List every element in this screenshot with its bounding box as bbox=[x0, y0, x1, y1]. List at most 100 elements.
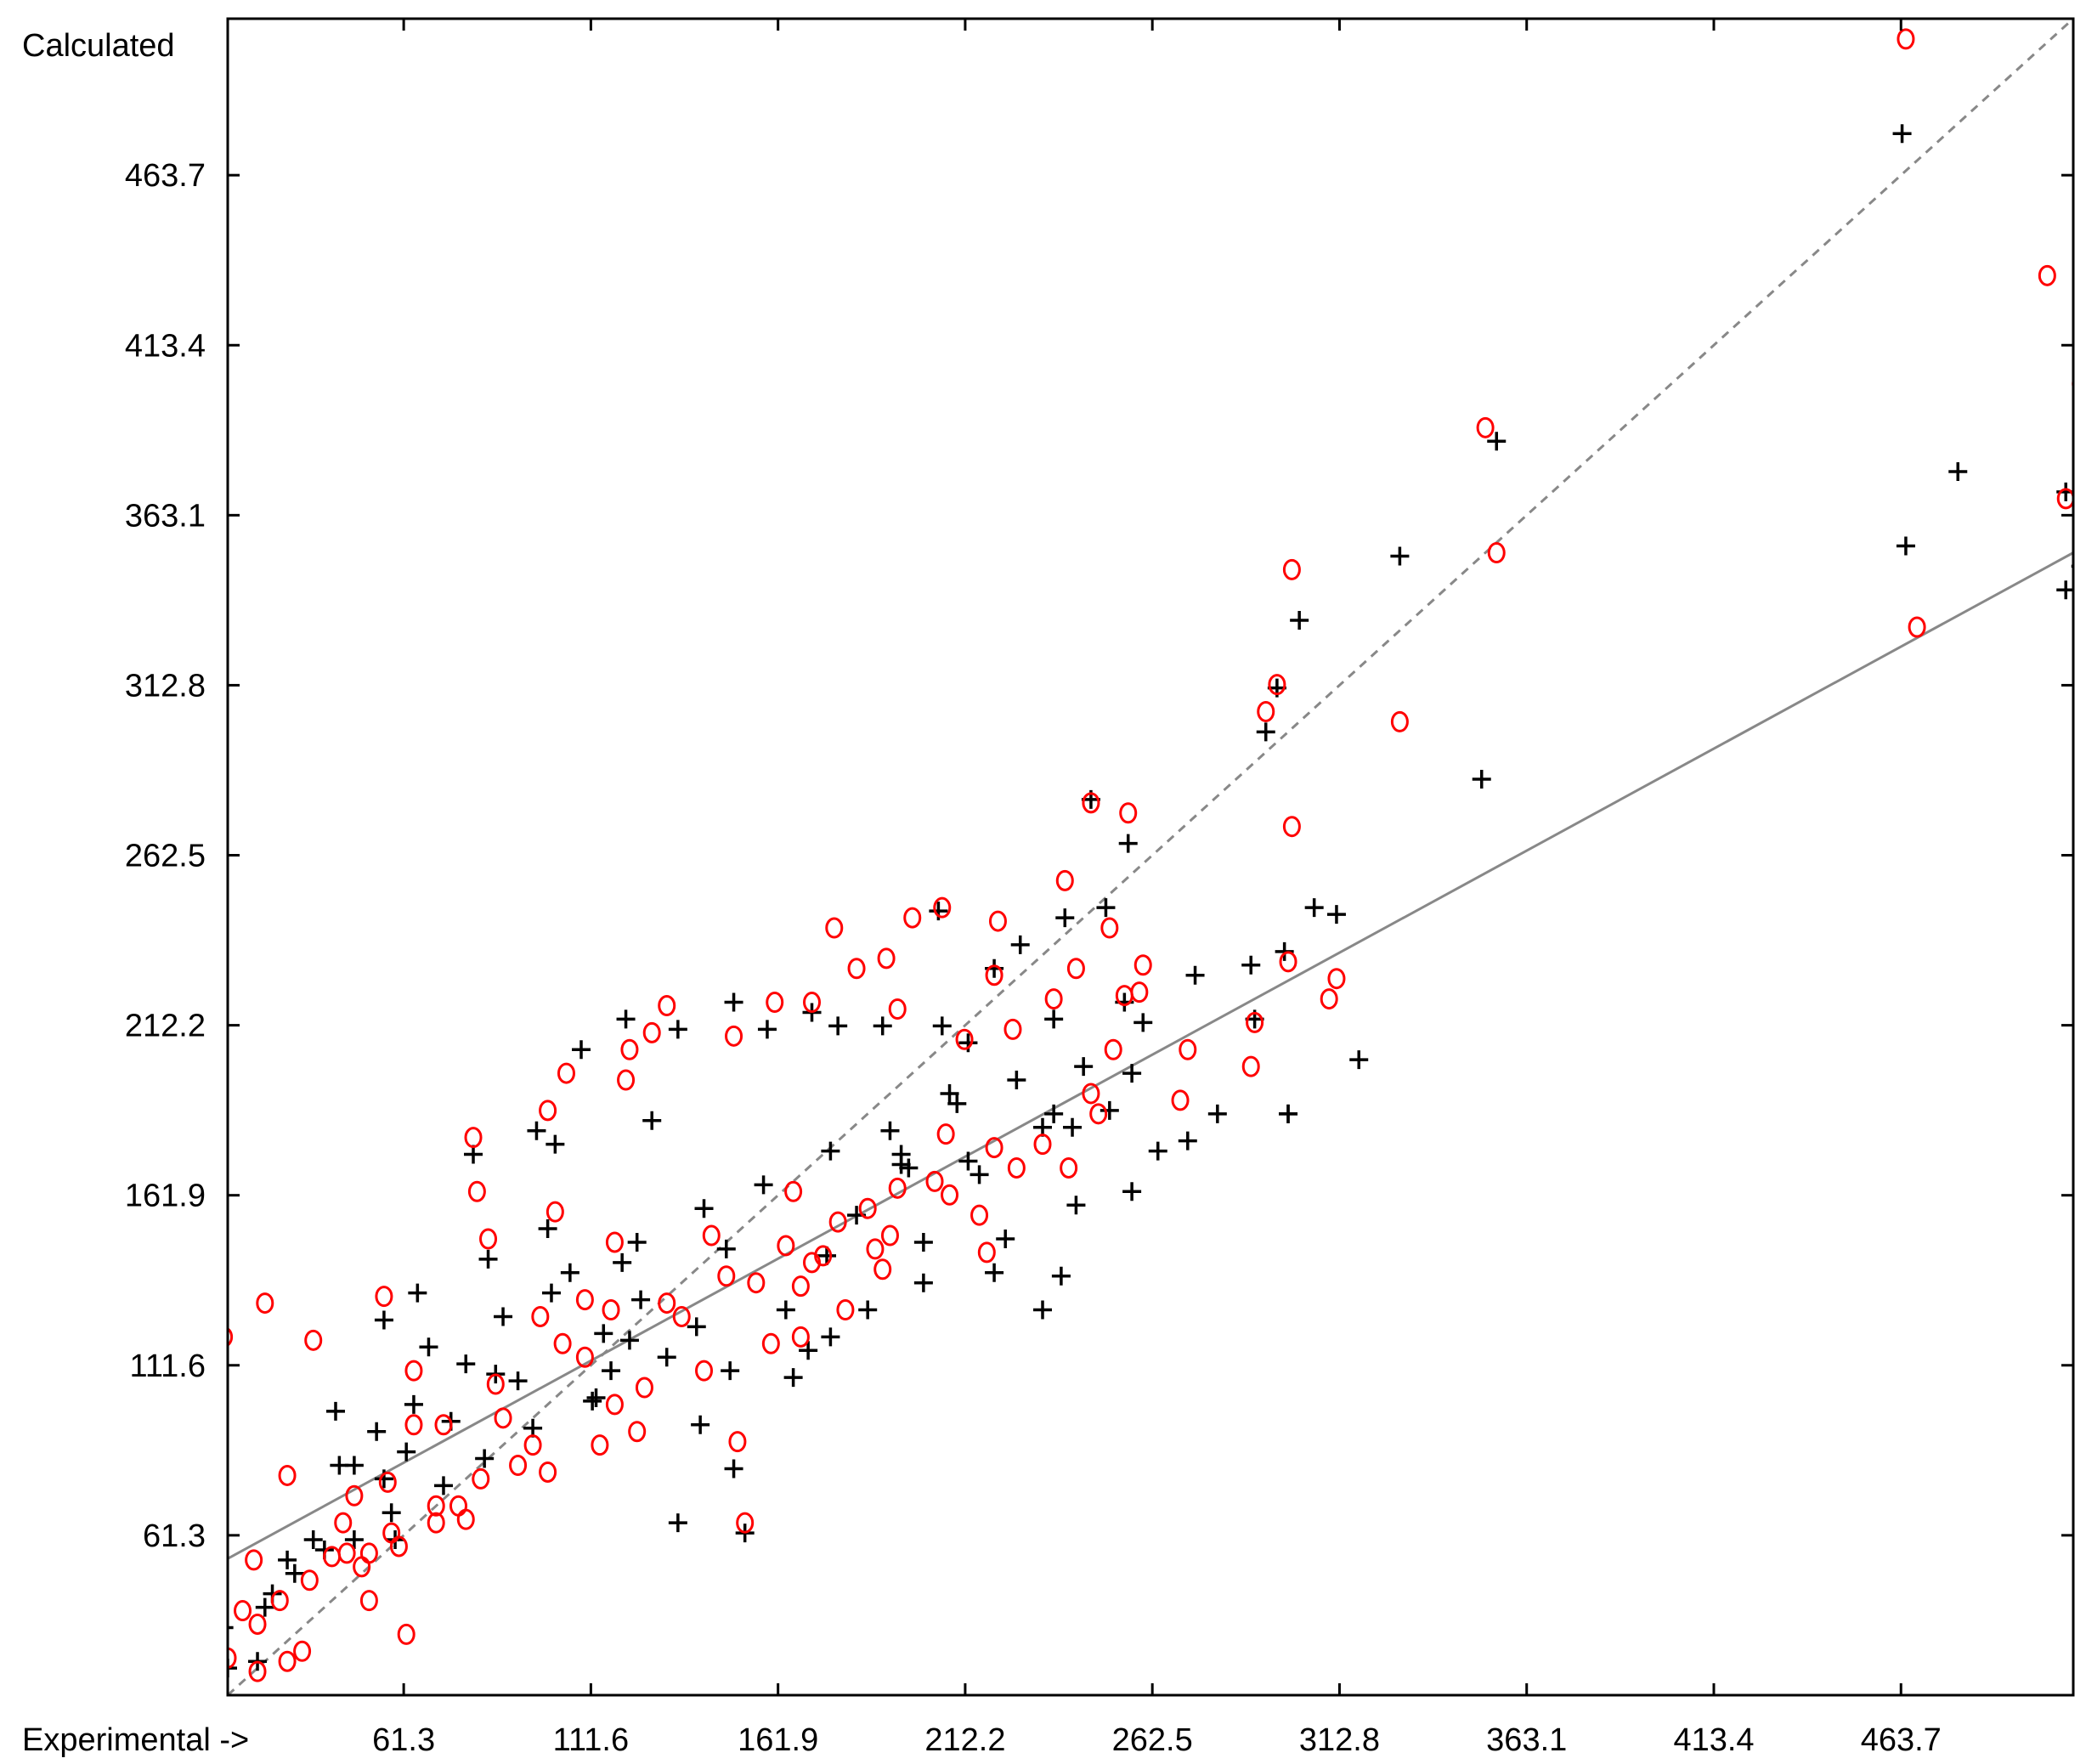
plus-point bbox=[419, 1337, 438, 1357]
plus-point bbox=[508, 1371, 528, 1391]
plus-point bbox=[1044, 1104, 1064, 1123]
circle-point bbox=[1060, 1156, 1078, 1179]
circle-point bbox=[925, 1170, 944, 1192]
plus-point bbox=[996, 1229, 1015, 1248]
plus-point bbox=[1007, 1071, 1026, 1090]
y-tick-label: 413.4 bbox=[125, 328, 206, 364]
y-tick-label: 61.3 bbox=[143, 1518, 206, 1554]
circle-point bbox=[270, 1590, 289, 1612]
plus-point bbox=[475, 1449, 495, 1468]
circle-point bbox=[761, 1332, 780, 1354]
x-axis-title: Experimental -> bbox=[22, 1722, 249, 1758]
plus-point bbox=[668, 1513, 687, 1533]
circle-point bbox=[479, 1228, 498, 1250]
circle-point bbox=[888, 998, 907, 1021]
circle-point bbox=[988, 910, 1007, 932]
circle-point bbox=[941, 1184, 959, 1206]
plus-point bbox=[947, 1094, 967, 1113]
circle-point bbox=[427, 1512, 445, 1534]
circle-point bbox=[814, 1245, 833, 1267]
plus-point bbox=[687, 1317, 706, 1337]
plus-point bbox=[303, 1530, 323, 1550]
circle-point bbox=[456, 1508, 475, 1530]
circle-point bbox=[234, 1600, 252, 1622]
plus-point bbox=[668, 1020, 687, 1039]
plus-point bbox=[776, 1300, 795, 1320]
plus-point bbox=[1326, 905, 1346, 924]
plus-point bbox=[478, 1249, 498, 1269]
circle-point bbox=[1179, 1038, 1197, 1060]
x-tick-label: 262.5 bbox=[1112, 1722, 1193, 1758]
plot-frame bbox=[226, 17, 2075, 1697]
plus-point bbox=[1892, 124, 1912, 144]
plus-point bbox=[1051, 1266, 1071, 1286]
circle-point bbox=[672, 1305, 691, 1327]
circle-point bbox=[546, 1201, 564, 1223]
circle-point bbox=[1476, 416, 1495, 438]
plus-point bbox=[228, 1625, 234, 1630]
circle-point bbox=[888, 1177, 907, 1199]
plus-point bbox=[255, 1597, 274, 1617]
circle-point bbox=[557, 1062, 575, 1084]
circle-point bbox=[404, 1360, 423, 1382]
circle-point bbox=[628, 1421, 647, 1443]
plus-point bbox=[1185, 965, 1205, 985]
circle-point bbox=[1119, 802, 1138, 824]
circle-point bbox=[836, 1299, 855, 1321]
plus-point bbox=[627, 1232, 647, 1252]
plus-point bbox=[616, 1009, 636, 1029]
plus-point bbox=[1063, 1117, 1083, 1137]
plus-point bbox=[913, 1273, 933, 1292]
plus-point bbox=[456, 1354, 476, 1374]
plus-point bbox=[932, 1016, 952, 1036]
y-axis-title: Calculated bbox=[22, 28, 175, 64]
circle-point bbox=[1246, 1011, 1264, 1033]
circle-point bbox=[1003, 1018, 1022, 1040]
plus-point bbox=[1096, 898, 1116, 918]
y-tick-label: 463.7 bbox=[125, 158, 206, 194]
plus-point bbox=[404, 1394, 423, 1414]
circle-point bbox=[728, 1431, 747, 1453]
plus-point bbox=[1055, 908, 1075, 928]
plus-point bbox=[330, 1456, 349, 1475]
plus-point bbox=[754, 1175, 773, 1195]
circle-point bbox=[575, 1289, 594, 1311]
circle-point bbox=[1082, 792, 1100, 814]
circle-point bbox=[1033, 1134, 1052, 1156]
plus-point bbox=[821, 1327, 840, 1347]
circle-point bbox=[1241, 1055, 1260, 1077]
circle-point bbox=[278, 1650, 297, 1672]
circle-point bbox=[1320, 988, 1338, 1010]
series-circle-markers bbox=[228, 28, 2073, 1682]
plus-point bbox=[1207, 1104, 1227, 1123]
circle-point bbox=[858, 1197, 877, 1219]
plus-point bbox=[464, 1145, 483, 1164]
plus-point bbox=[873, 1016, 892, 1036]
circle-point bbox=[486, 1373, 505, 1395]
circle-point bbox=[337, 1542, 356, 1564]
plus-point bbox=[985, 1263, 1004, 1282]
plus-point bbox=[691, 1415, 710, 1434]
plus-point bbox=[382, 1503, 401, 1523]
circle-point bbox=[658, 995, 676, 1017]
circle-point bbox=[300, 1569, 319, 1592]
circle-point bbox=[228, 1326, 234, 1347]
plus-point bbox=[613, 1252, 632, 1272]
circle-point bbox=[1115, 985, 1133, 1007]
plus-point bbox=[374, 1310, 393, 1330]
plus-point bbox=[1487, 432, 1507, 451]
plus-point bbox=[1948, 462, 1968, 482]
y-tick-label: 111.6 bbox=[130, 1348, 206, 1384]
circle-point bbox=[903, 907, 922, 929]
circle-point bbox=[791, 1326, 810, 1348]
plus-point bbox=[572, 1040, 591, 1060]
plus-point bbox=[1896, 536, 1915, 556]
circle-point bbox=[523, 1434, 542, 1456]
circle-point bbox=[873, 1258, 892, 1281]
circle-point bbox=[353, 1556, 371, 1578]
plus-point bbox=[817, 1246, 837, 1265]
plus-point bbox=[1349, 1050, 1369, 1070]
circle-point bbox=[736, 1512, 755, 1534]
